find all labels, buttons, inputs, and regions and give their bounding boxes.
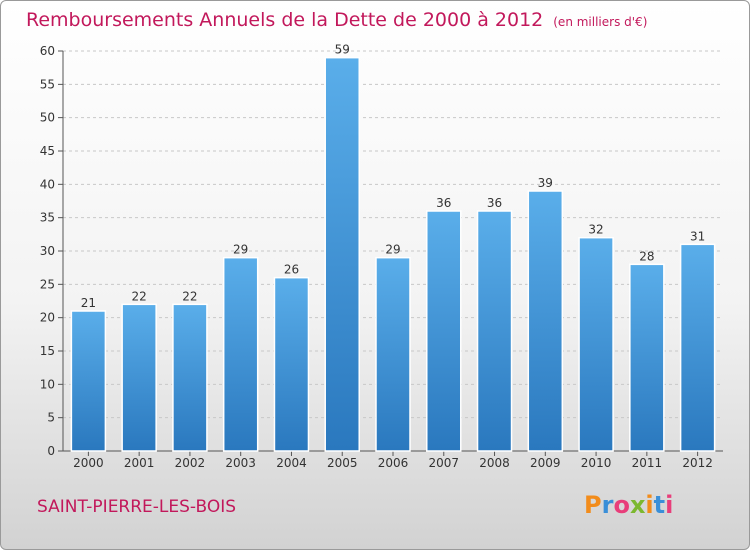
- bar-2011: [629, 263, 665, 452]
- chart-title-text: Remboursements Annuels de la Dette de 20…: [26, 9, 544, 31]
- data-label-2003: 29: [233, 243, 248, 257]
- x-tick-label-2010: 2010: [581, 456, 612, 470]
- data-label-2012: 31: [690, 229, 705, 243]
- data-label-2006: 29: [385, 243, 400, 257]
- x-tick-label-2011: 2011: [632, 456, 663, 470]
- chart-unit: (en milliers d'€): [553, 15, 648, 29]
- x-tick-label-2005: 2005: [327, 456, 358, 470]
- x-tick-label-2009: 2009: [530, 456, 561, 470]
- x-tick-label-2003: 2003: [225, 456, 256, 470]
- data-label-2001: 22: [132, 289, 147, 303]
- bar-2003: [222, 256, 259, 452]
- logo-letter: i: [665, 491, 674, 519]
- logo-letter: P: [584, 491, 602, 519]
- data-label-2004: 26: [284, 263, 299, 277]
- logo-letter: t: [653, 491, 666, 519]
- data-label-2000: 21: [81, 296, 96, 310]
- bar-2000: [70, 310, 107, 452]
- x-tick-label-2001: 2001: [124, 456, 155, 470]
- bar-2002: [172, 303, 208, 452]
- data-label-2010: 32: [588, 223, 603, 237]
- data-label-2002: 22: [182, 289, 197, 303]
- logo-letter: i: [645, 491, 654, 519]
- bar-2012: [679, 243, 716, 452]
- bar-2004: [273, 276, 310, 452]
- y-tick-label: 5: [47, 411, 55, 425]
- x-tick-label-2007: 2007: [428, 456, 459, 470]
- data-label-2009: 39: [538, 176, 553, 190]
- bar-2007: [426, 210, 462, 452]
- logo-letter: o: [613, 491, 630, 519]
- y-tick-label: 25: [40, 277, 55, 291]
- bar-2010: [578, 236, 614, 452]
- bar-2005: [324, 56, 360, 452]
- x-tick-label-2012: 2012: [682, 456, 713, 470]
- bars: [70, 56, 716, 452]
- logo-letter: r: [601, 491, 614, 519]
- data-label-2007: 36: [436, 196, 451, 210]
- y-tick-label: 40: [40, 177, 55, 191]
- y-tick-label: 30: [40, 244, 55, 258]
- bar-2006: [375, 256, 411, 452]
- y-tick-label: 55: [40, 77, 55, 91]
- proxiti-logo: Proxiti: [584, 491, 673, 519]
- data-label-2011: 28: [639, 249, 654, 263]
- bar-2008: [476, 210, 513, 452]
- y-tick-label: 35: [40, 211, 55, 225]
- x-tick-label-2002: 2002: [175, 456, 206, 470]
- data-label-2008: 36: [487, 196, 502, 210]
- y-tick-label: 15: [40, 344, 55, 358]
- y-tick-label: 20: [40, 311, 55, 325]
- x-tick-label-2000: 2000: [73, 456, 104, 470]
- data-label-2005: 59: [335, 43, 350, 57]
- y-tick-label: 10: [40, 377, 55, 391]
- y-tick-label: 60: [40, 44, 55, 58]
- logo-letter: x: [629, 491, 646, 519]
- x-tick-label-2004: 2004: [276, 456, 307, 470]
- bar-2001: [121, 303, 157, 452]
- commune-name: SAINT-PIERRE-LES-BOIS: [37, 497, 237, 517]
- labels: 0 5 10 15 20 25 30 35 40 45 50 55 60 21 2000 22 2001 22 20…: [40, 43, 713, 470]
- bar-2009: [527, 190, 564, 452]
- y-tick-label: 50: [40, 111, 55, 125]
- chart-title: Remboursements Annuels de la Dette de 20…: [26, 9, 647, 31]
- x-tick-label-2008: 2008: [479, 456, 510, 470]
- y-tick-label: 45: [40, 144, 55, 158]
- y-tick-label: 0: [47, 444, 55, 458]
- x-tick-label-2006: 2006: [378, 456, 409, 470]
